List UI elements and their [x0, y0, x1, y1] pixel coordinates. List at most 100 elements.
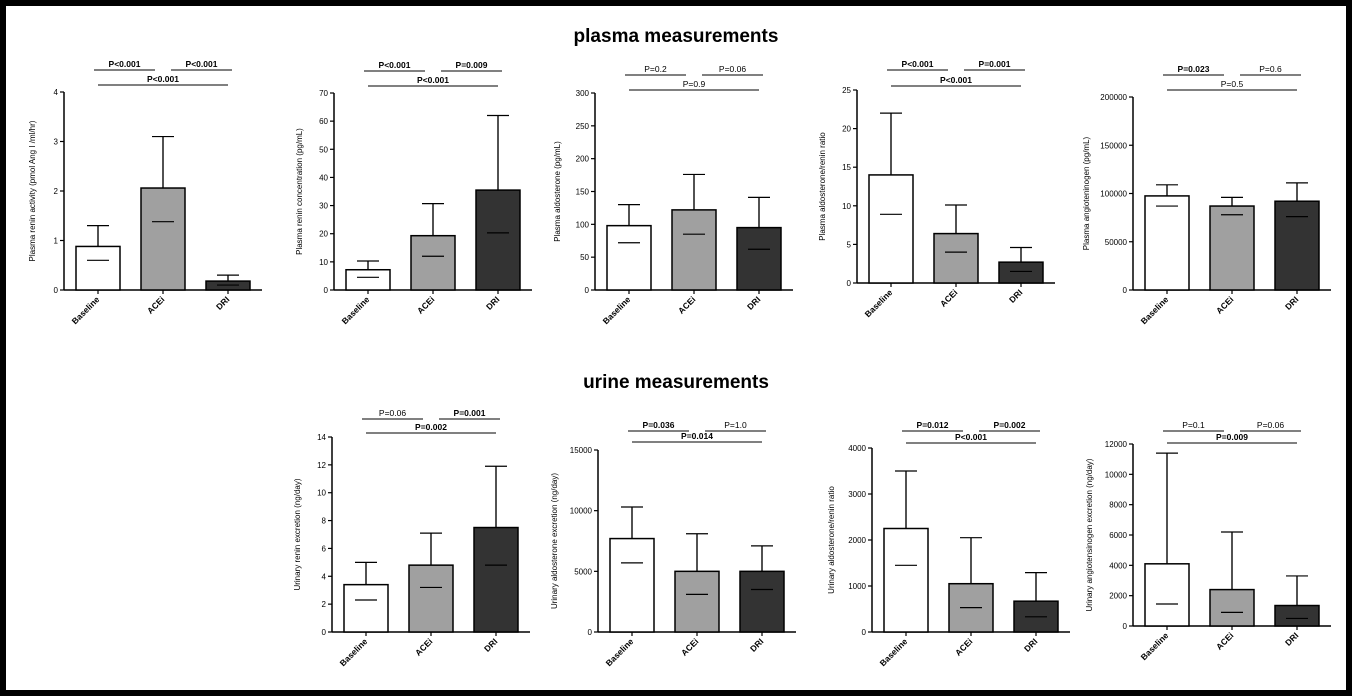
p-value-label: P=0.001 [979, 59, 1011, 69]
p-value-label: P=0.2 [644, 64, 667, 74]
urine-section-title: urine measurements [583, 372, 769, 393]
y-tick-label: 30 [319, 202, 328, 211]
y-tick-label: 5000 [574, 567, 592, 576]
y-tick-label: 4000 [848, 444, 866, 453]
p-value-label: P=0.009 [456, 60, 488, 70]
p-value-label: P=0.023 [1178, 64, 1210, 74]
y-axis-label: Urinary aldosterone excretion (ng/day) [550, 473, 559, 609]
y-tick-label: 10 [317, 489, 326, 498]
y-tick-label: 300 [576, 89, 590, 98]
p-value-label: P=0.036 [643, 420, 675, 430]
y-tick-label: 6000 [1109, 531, 1127, 540]
y-tick-label: 0 [588, 628, 593, 637]
y-tick-label: 50000 [1105, 238, 1128, 247]
p-value-label: P=0.06 [379, 408, 406, 418]
y-tick-label: 0 [1123, 622, 1128, 631]
p-value-label: P=0.002 [994, 420, 1026, 430]
bar-baseline [1144, 563, 1190, 627]
y-tick-label: 3 [54, 138, 59, 147]
y-tick-label: 1000 [848, 582, 866, 591]
y-tick-label: 8 [322, 517, 327, 526]
y-tick-label: 0 [585, 286, 590, 295]
y-tick-label: 100000 [1100, 190, 1127, 199]
p-value-label: P=0.009 [1216, 432, 1248, 442]
y-tick-label: 20 [319, 230, 328, 239]
y-tick-label: 0 [322, 628, 327, 637]
y-tick-label: 1 [54, 237, 59, 246]
y-axis-label: Urinary renin excretion (ng/day) [293, 478, 302, 590]
y-tick-label: 2000 [1109, 592, 1127, 601]
y-tick-label: 200 [576, 155, 590, 164]
category-label: DRI [1283, 630, 1300, 647]
bar-dri [739, 570, 785, 633]
y-axis-label: Urinary aldosterone/renin ratio [827, 486, 836, 594]
plasma-section-title: plasma measurements [573, 26, 779, 47]
p-value-label: P=0.06 [719, 64, 746, 74]
y-tick-label: 8000 [1109, 501, 1127, 510]
p-value-label: P=0.6 [1259, 64, 1282, 74]
y-tick-label: 0 [324, 286, 329, 295]
y-tick-label: 4000 [1109, 561, 1127, 570]
y-tick-label: 70 [319, 89, 328, 98]
p-value-label: P<0.001 [379, 60, 411, 70]
y-tick-label: 15 [842, 163, 851, 172]
p-value-label: P=0.9 [683, 79, 706, 89]
y-tick-label: 10 [319, 258, 328, 267]
y-tick-label: 10 [842, 202, 851, 211]
bar-acei [1209, 588, 1255, 627]
p-value-label: P<0.001 [109, 59, 141, 69]
bar-dri [473, 526, 519, 633]
p-value-label: P=0.001 [454, 408, 486, 418]
y-tick-label: 50 [580, 253, 589, 262]
y-axis-label: Plasma angioteninogen (pg/mL) [1082, 136, 1091, 250]
category-label: Baseline [1139, 630, 1171, 662]
y-tick-label: 12000 [1105, 440, 1128, 449]
p-value-label: P=0.012 [917, 420, 949, 430]
y-tick-label: 40 [319, 173, 328, 182]
bar-baseline [609, 537, 655, 633]
p-value-label: P=0.5 [1221, 79, 1244, 89]
y-tick-label: 14 [317, 433, 326, 442]
y-tick-label: 12 [317, 461, 326, 470]
y-tick-label: 25 [842, 86, 851, 95]
p-value-label: P<0.001 [147, 74, 179, 84]
y-tick-label: 0 [54, 286, 59, 295]
y-tick-label: 50 [319, 145, 328, 154]
y-axis-label: Plasma aldosterone/renin ratio [818, 132, 827, 241]
y-tick-label: 10000 [1105, 470, 1128, 479]
p-value-label: P<0.001 [902, 59, 934, 69]
y-axis-label: Plasma aldosterone (pg/mL) [553, 141, 562, 242]
p-value-label: P<0.001 [940, 75, 972, 85]
p-value-label: P<0.001 [417, 75, 449, 85]
bar-baseline [868, 174, 914, 284]
bar-acei [410, 234, 456, 291]
y-tick-label: 150000 [1100, 141, 1127, 150]
p-value-label: P<0.001 [955, 432, 987, 442]
y-tick-label: 2 [54, 187, 59, 196]
y-axis-label: Plasma renin concentration (pg/mL) [295, 128, 304, 255]
p-value-label: P<0.001 [186, 59, 218, 69]
bar-acei [674, 570, 720, 633]
y-tick-label: 15000 [570, 446, 593, 455]
y-tick-label: 2 [322, 600, 327, 609]
y-axis-label: Plasma renin activity (pmol Ang I /ml/hr… [28, 120, 37, 261]
y-tick-label: 100 [576, 220, 590, 229]
p-value-label: P=0.014 [681, 431, 713, 441]
y-tick-label: 0 [847, 279, 852, 288]
y-tick-label: 0 [1123, 286, 1128, 295]
p-value-label: P=1.0 [724, 420, 747, 430]
y-axis-label: Urinary angiotensinogen excretion (ng/da… [1085, 458, 1094, 611]
y-tick-label: 250 [576, 122, 590, 131]
bar-acei [140, 187, 186, 291]
y-tick-label: 3000 [848, 490, 866, 499]
y-tick-label: 0 [862, 628, 867, 637]
